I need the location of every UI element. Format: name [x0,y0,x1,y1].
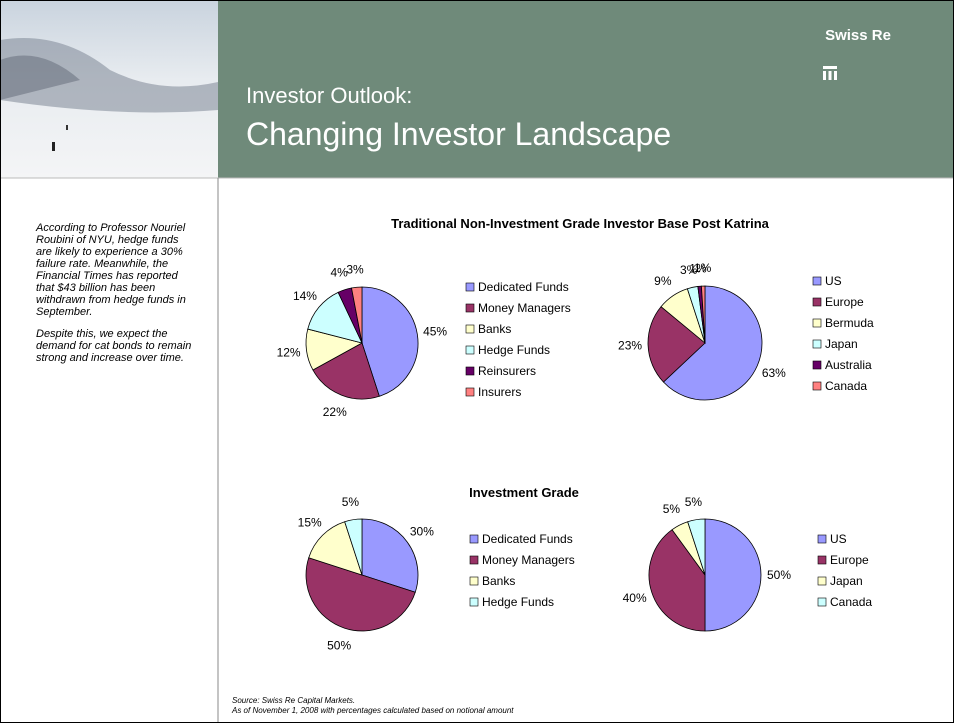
legend-swatch [470,577,478,585]
legend-label: Dedicated Funds [478,280,569,294]
legend-label: Reinsurers [478,364,536,378]
logo-icon [823,66,837,80]
source: Source: Swiss Re Capital Markets. [232,696,355,705]
value-label: 5% [342,495,360,509]
value-label: 1% [694,261,712,275]
figure [52,142,55,151]
figure [66,125,68,130]
legend-label: Bermuda [825,316,874,330]
logo: Swiss Re [825,27,891,44]
legend-swatch [813,361,821,369]
legend-label: US [830,532,847,546]
legend-label: US [825,274,842,288]
sidebar-text: According to Professor Nouriel Roubini o… [36,222,196,318]
legend-swatch [813,277,821,285]
title-line2: Changing Investor Landscape [246,116,671,152]
legend-label: Dedicated Funds [482,532,573,546]
legend-label: Japan [830,574,863,588]
legend-swatch [466,304,474,312]
legend-label: Money Managers [478,301,571,315]
legend-swatch [813,298,821,306]
value-label: 45% [423,324,447,338]
legend-swatch [813,340,821,348]
legend-swatch [470,556,478,564]
legend-swatch [470,598,478,606]
legend-swatch [466,367,474,375]
value-label: 30% [410,525,434,539]
legend-swatch [818,535,826,543]
legend-swatch [466,325,474,333]
legend-swatch [818,598,826,606]
value-label: 50% [327,638,351,652]
legend-label: Money Managers [482,553,575,567]
sidebar: According to Professor Nouriel Roubini o… [36,222,196,374]
value-label: 9% [654,274,672,288]
title-line1: Investor Outlook: [246,83,412,108]
legend-swatch [818,577,826,585]
legend-swatch [818,556,826,564]
value-label: 50% [767,568,791,582]
legend-label: Europe [825,295,864,309]
legend-label: Canada [825,379,867,393]
value-label: 5% [663,502,681,516]
value-label: 22% [323,405,347,419]
value-label: 12% [277,345,301,359]
legend-swatch [813,382,821,390]
legend-swatch [470,535,478,543]
sidebar-text: Despite this, we expect the demand for c… [36,328,196,364]
legend-swatch [466,388,474,396]
legend-label: Australia [825,358,872,372]
value-label: 15% [298,516,322,530]
value-label: 40% [623,591,647,605]
legend-label: Europe [830,553,869,567]
legend-label: Banks [478,322,511,336]
value-label: 3% [346,262,364,276]
value-label: 14% [293,289,317,303]
legend-label: Banks [482,574,515,588]
legend-label: Hedge Funds [478,343,550,357]
value-label: 23% [618,338,642,352]
legend-label: Japan [825,337,858,351]
legend-swatch [466,346,474,354]
chart-title: Traditional Non-Investment Grade Investo… [391,216,770,231]
note: As of November 1, 2008 with percentages … [231,706,514,715]
slide: Investor Outlook: Changing Investor Land… [0,0,954,723]
chart-title: Investment Grade [469,485,579,500]
legend-label: Hedge Funds [482,595,554,609]
legend-swatch [466,283,474,291]
legend-label: Canada [830,595,872,609]
legend-label: Insurers [478,385,521,399]
legend-swatch [813,319,821,327]
value-label: 63% [762,366,786,380]
value-label: 5% [685,495,703,509]
pie-slice [705,519,761,631]
